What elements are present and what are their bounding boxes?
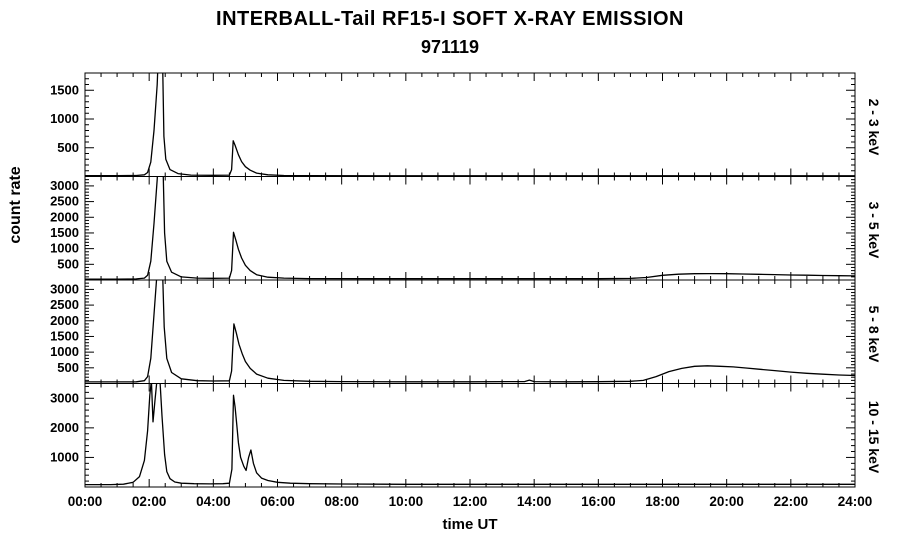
svg-text:1000: 1000	[50, 449, 79, 464]
svg-text:2000: 2000	[50, 313, 79, 328]
svg-text:18:00: 18:00	[645, 494, 680, 509]
chart-title: INTERBALL-Tail RF15-I SOFT X-RAY EMISSIO…	[216, 8, 684, 30]
svg-text:14:00: 14:00	[517, 494, 552, 509]
svg-text:10:00: 10:00	[389, 494, 424, 509]
svg-text:1500: 1500	[50, 82, 79, 97]
svg-text:04:00: 04:00	[196, 494, 231, 509]
svg-text:20:00: 20:00	[709, 494, 744, 509]
svg-text:2000: 2000	[50, 420, 79, 435]
chart-subtitle: 971119	[420, 37, 480, 57]
svg-text:12:00: 12:00	[453, 494, 488, 509]
svg-text:3000: 3000	[50, 390, 79, 405]
svg-text:08:00: 08:00	[324, 494, 359, 509]
svg-text:24:00: 24:00	[838, 494, 873, 509]
svg-text:22:00: 22:00	[774, 494, 809, 509]
svg-text:2500: 2500	[50, 297, 79, 312]
svg-text:1000: 1000	[50, 241, 79, 256]
svg-text:500: 500	[57, 140, 79, 155]
svg-text:500: 500	[57, 256, 79, 271]
svg-text:16:00: 16:00	[581, 494, 616, 509]
x-axis-label: time UT	[442, 516, 498, 533]
svg-text:1500: 1500	[50, 225, 79, 240]
svg-text:500: 500	[57, 360, 79, 375]
svg-text:1000: 1000	[50, 111, 79, 126]
svg-text:3000: 3000	[50, 178, 79, 193]
svg-text:2500: 2500	[50, 194, 79, 209]
svg-text:1500: 1500	[50, 328, 79, 343]
svg-text:2000: 2000	[50, 209, 79, 224]
svg-text:02:00: 02:00	[132, 494, 167, 509]
svg-text:00:00: 00:00	[68, 494, 103, 509]
svg-text:3000: 3000	[50, 281, 79, 296]
svg-text:06:00: 06:00	[260, 494, 295, 509]
svg-text:1000: 1000	[50, 344, 79, 359]
